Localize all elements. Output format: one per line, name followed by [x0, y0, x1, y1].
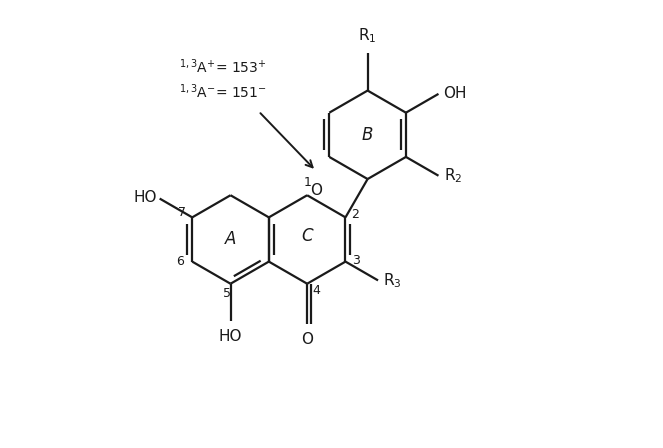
- Text: OH: OH: [443, 86, 466, 101]
- Text: 2: 2: [351, 208, 359, 221]
- Text: 5: 5: [223, 287, 231, 300]
- Text: 3: 3: [352, 254, 360, 267]
- Text: 6: 6: [176, 255, 184, 268]
- Text: 7: 7: [178, 207, 186, 220]
- Text: R$_3$: R$_3$: [383, 271, 402, 290]
- Text: R$_2$: R$_2$: [444, 166, 462, 185]
- Text: $^{1,3}$A$^{-}$= 151$^{-}$: $^{1,3}$A$^{-}$= 151$^{-}$: [179, 82, 267, 100]
- Text: A: A: [225, 230, 236, 249]
- Text: B: B: [362, 126, 373, 144]
- Text: O: O: [301, 332, 313, 346]
- Text: 4: 4: [312, 284, 320, 297]
- Text: O: O: [310, 183, 322, 198]
- Text: $^{1,3}$A$^{+}$= 153$^{+}$: $^{1,3}$A$^{+}$= 153$^{+}$: [179, 58, 267, 76]
- Text: 1: 1: [303, 177, 311, 190]
- Text: HO: HO: [219, 329, 242, 345]
- Text: HO: HO: [134, 190, 157, 205]
- Text: R$_1$: R$_1$: [359, 26, 377, 45]
- Text: C: C: [302, 227, 313, 245]
